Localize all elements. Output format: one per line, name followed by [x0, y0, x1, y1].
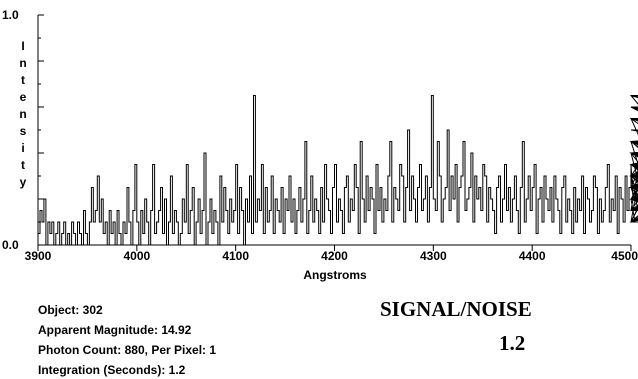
- spectrum-line: [38, 95, 638, 246]
- x-tick-label: 4400: [519, 249, 546, 263]
- x-tick-label: 4200: [321, 249, 348, 263]
- tick-labels: 3900 4000 4100 4200 4300 4400 4500 0.0 1.0 Angstr…: [2, 8, 638, 282]
- y-axis-label-letter: y: [19, 175, 27, 189]
- y-tick-label: 1.0: [2, 8, 19, 22]
- y-axis-label-letter: s: [19, 124, 27, 138]
- integration-label: Integration (Seconds): 1.2: [38, 363, 186, 377]
- x-tick-label: 4500: [611, 249, 638, 263]
- x-tick-label: 4100: [222, 249, 249, 263]
- spectrum-series: [38, 95, 638, 246]
- x-axis-label: Angstroms: [303, 268, 367, 282]
- y-axis-label-letter: e: [19, 90, 27, 104]
- x-tick-label: 4300: [420, 249, 447, 263]
- axes: [37, 14, 632, 251]
- object-label: Object: 302: [38, 303, 103, 317]
- x-tick-label: 4000: [123, 249, 150, 263]
- magnitude-label: Apparent Magnitude: 14.92: [38, 323, 192, 337]
- y-tick-label: 0.0: [2, 238, 19, 252]
- y-axis-label-letter: i: [21, 141, 25, 155]
- x-tick-label: 3900: [25, 249, 52, 263]
- y-axis-label-letter: n: [19, 56, 27, 70]
- y-axis-label-letter: t: [21, 158, 25, 172]
- signal-noise-value: 1.2: [499, 331, 526, 355]
- y-axis-label-letter: n: [19, 107, 27, 121]
- signal-noise-title: SIGNAL/NOISE: [380, 297, 532, 321]
- y-axis-label-letter: t: [21, 73, 25, 87]
- photon-count-label: Photon Count: 880, Per Pixel: 1: [38, 343, 217, 357]
- y-axis-label-letter: I: [21, 39, 25, 53]
